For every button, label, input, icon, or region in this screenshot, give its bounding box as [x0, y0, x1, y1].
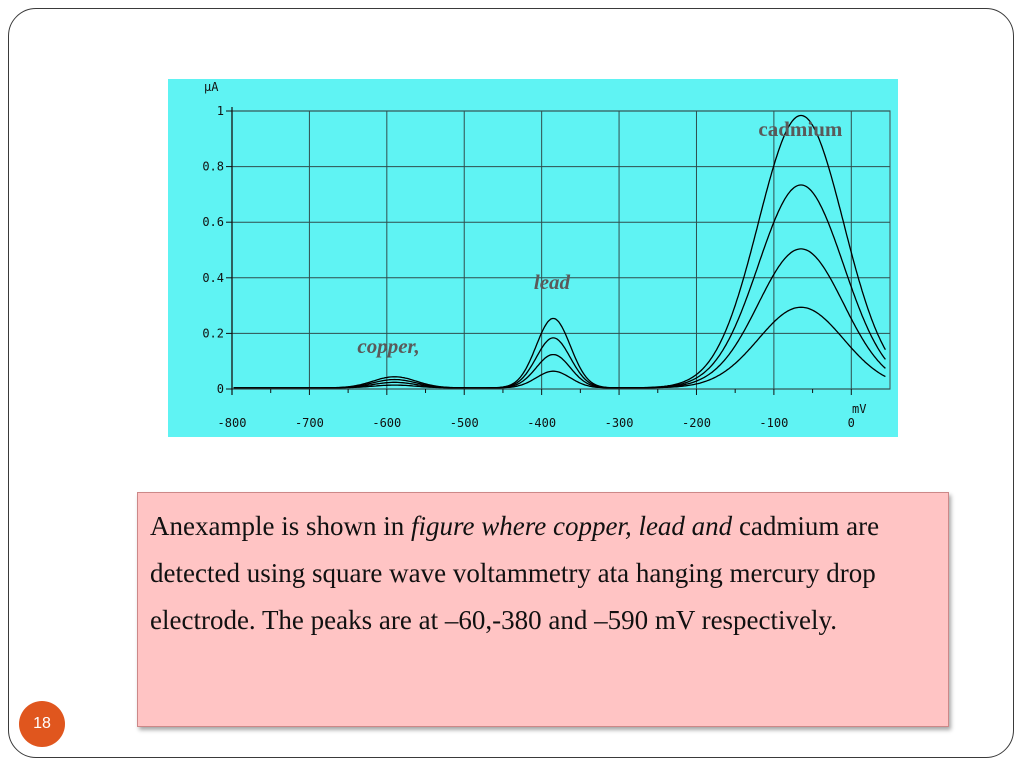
y-tick-label: 0.2	[202, 326, 224, 340]
series-line-1	[233, 114, 886, 389]
annotation-cadmium: cadmium	[758, 117, 843, 141]
x-tick-label: -100	[759, 416, 788, 430]
annotation-copper: copper,	[357, 334, 419, 358]
x-tick-label: -300	[605, 416, 634, 430]
annotation-lead: lead	[534, 270, 571, 294]
x-tick-label: -700	[295, 416, 324, 430]
x-tick-label: 0	[848, 416, 855, 430]
series-line-4	[233, 306, 886, 389]
chart-svg: µA mV -800 -700 -600 -500 -400 -300 -200 -100 0 0…	[202, 80, 891, 430]
x-tick-label: -200	[682, 416, 711, 430]
page-number: 18	[33, 715, 51, 732]
x-axis-unit: mV	[852, 402, 866, 416]
y-tick-label: 0.8	[202, 160, 224, 174]
axes: -800 -700 -600 -500 -400 -300 -200 -100 0 0 0.2 0.4…	[202, 104, 855, 430]
voltammogram-chart: µA mV -800 -700 -600 -500 -400 -300 -200 -100 0 0…	[168, 79, 898, 437]
x-tick-label: -600	[372, 416, 401, 430]
series-labels: cadmium lead copper,	[357, 117, 842, 358]
y-tick-label: 0.4	[202, 271, 224, 285]
page-number-badge: 18	[19, 701, 65, 747]
y-tick-label: 1	[217, 104, 224, 118]
y-axis-unit: µA	[204, 80, 219, 94]
description-part-3: cadmium are detected using square wave v…	[150, 511, 880, 635]
y-tick-label: 0.6	[202, 215, 224, 229]
curves	[233, 114, 886, 389]
description-part-1: Anexample is shown in	[150, 511, 411, 541]
plot-border	[231, 110, 891, 390]
x-tick-label: -500	[450, 416, 479, 430]
description-text: Anexample is shown in figure where coppe…	[150, 503, 936, 644]
y-tick-label: 0	[217, 382, 224, 396]
grid	[231, 110, 891, 390]
x-tick-label: -400	[527, 416, 556, 430]
description-part-2: figure where copper, lead and	[410, 511, 733, 541]
x-tick-label: -800	[218, 416, 247, 430]
description-box: Anexample is shown in figure where coppe…	[137, 492, 949, 727]
